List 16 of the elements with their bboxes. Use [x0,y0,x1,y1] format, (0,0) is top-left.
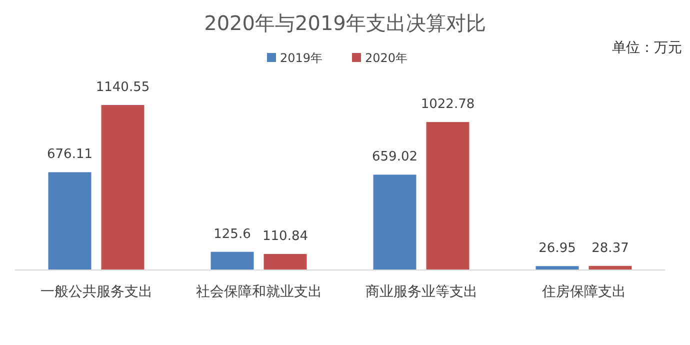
data-label: 1022.78 [420,97,475,112]
x-tick-label: 一般公共服务支出 [40,284,152,300]
data-label: 676.11 [47,147,92,162]
x-tick-label: 住房保障支出 [542,284,626,300]
annotation: 单位：万元 [612,40,682,56]
data-label: 125.6 [214,226,251,242]
x-tick-label: 商业服务业等支出 [365,284,478,300]
data-label: 26.95 [538,241,576,256]
data-label: 659.02 [372,150,418,165]
data-label: 110.84 [262,228,308,244]
data-label: 28.37 [592,240,629,256]
data-label: 1140.55 [96,80,150,95]
title: 2020年与2019年支出决算对比 [204,11,486,35]
legend-label: 2020年 [365,51,408,65]
x-tick-label: 社会保障和就业支出 [196,284,322,300]
legend-label: 2019年 [280,51,323,65]
